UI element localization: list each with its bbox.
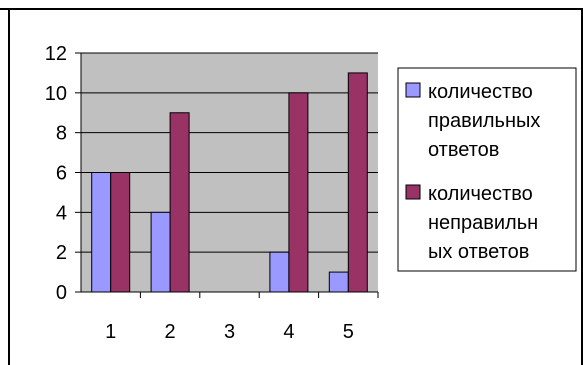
y-tick-label: 12	[45, 43, 67, 65]
legend-swatch-incorrect	[405, 184, 421, 200]
legend-swatch-correct	[405, 82, 421, 98]
x-tick-label: 4	[283, 321, 294, 343]
legend-box	[397, 67, 577, 272]
y-tick-label: 4	[56, 202, 67, 224]
legend: количество правильных ответов количество неп…	[405, 81, 540, 263]
y-tick-labels: 0 2 4 6 8 10 12	[45, 43, 81, 304]
y-tick-label: 0	[56, 282, 67, 304]
x-tick-label: 5	[343, 321, 354, 343]
y-tick-label: 10	[45, 83, 67, 105]
bar-correct-2	[150, 211, 171, 293]
bar-incorrect-1	[110, 172, 131, 293]
x-tick-label: 3	[224, 321, 235, 343]
bar-correct-1	[91, 172, 112, 293]
x-tick-label: 1	[105, 321, 116, 343]
grid-lines	[81, 52, 378, 253]
y-tick-label: 6	[56, 163, 67, 185]
bar-incorrect-4	[288, 92, 309, 293]
bar-correct-5	[328, 271, 349, 293]
legend-label-correct: количество правильных ответов	[428, 81, 540, 161]
legend-label-incorrect: количество неправильн ых ответов	[428, 183, 538, 263]
y-tick-label: 8	[56, 123, 67, 145]
y-tick-label: 2	[56, 242, 67, 264]
bar-incorrect-5	[347, 72, 368, 293]
bar-incorrect-2	[169, 112, 190, 293]
x-tick-labels: 1 2 3 4 5	[105, 292, 379, 343]
x-tick-label: 2	[165, 321, 176, 343]
bar-correct-4	[269, 251, 290, 293]
